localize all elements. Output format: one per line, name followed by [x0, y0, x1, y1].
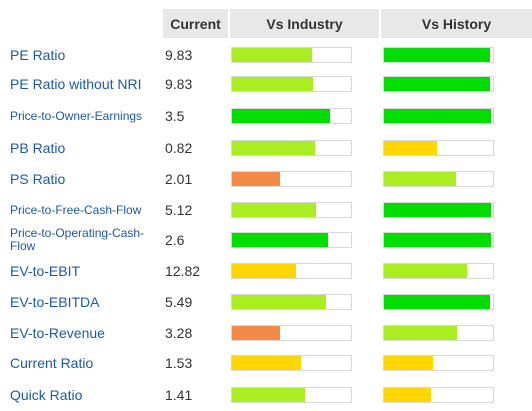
vs-history-bar-fill — [384, 264, 467, 278]
ratio-link[interactable]: EV-to-EBITDA — [10, 293, 100, 310]
table-row: PE Ratio 9.83 — [0, 40, 532, 70]
ratio-link[interactable]: PE Ratio — [10, 46, 66, 63]
vs-industry-bar — [231, 263, 352, 279]
current-value: 3.28 — [165, 325, 193, 341]
current-value: 3.5 — [165, 108, 185, 124]
vs-industry-bar — [231, 171, 352, 187]
vs-industry-bar-fill — [232, 295, 326, 309]
vs-history-bar-fill — [384, 326, 458, 340]
vs-history-bar-fill — [384, 388, 431, 402]
ratio-link[interactable]: Price-to-Owner-Earnings — [10, 108, 143, 123]
ratio-link[interactable]: PS Ratio — [10, 170, 66, 187]
vs-industry-bar-fill — [232, 77, 313, 91]
ratio-link[interactable]: EV-to-EBIT — [10, 262, 81, 279]
vs-history-bar-fill — [384, 233, 491, 247]
vs-industry-bar — [231, 202, 352, 218]
current-value: 2.6 — [165, 232, 185, 248]
header-vs-history: Vs History — [381, 9, 532, 38]
vs-history-bar — [383, 232, 494, 248]
vs-industry-bar-fill — [232, 48, 312, 62]
vs-industry-bar — [231, 387, 352, 403]
vs-industry-bar — [231, 76, 352, 92]
ratio-link[interactable]: PE Ratio without NRI — [10, 75, 142, 92]
table-row: EV-to-Revenue 3.28 — [0, 318, 532, 348]
vs-history-bar-fill — [384, 77, 490, 91]
vs-history-bar — [383, 202, 494, 218]
header-current: Current — [163, 9, 228, 38]
vs-industry-bar-fill — [232, 264, 297, 278]
vs-industry-bar — [231, 355, 352, 371]
current-value: 9.83 — [165, 76, 193, 92]
vs-history-bar — [383, 355, 494, 371]
table-row: Price-to-Owner-Earnings 3.5 — [0, 101, 532, 131]
current-value: 2.01 — [165, 171, 193, 187]
vs-industry-bar — [231, 108, 352, 124]
header-vs-industry: Vs Industry — [230, 9, 379, 38]
table-row: EV-to-EBIT 12.82 — [0, 256, 532, 286]
ratio-link[interactable]: EV-to-Revenue — [10, 324, 105, 341]
vs-history-bar-fill — [384, 141, 438, 155]
current-value: 1.53 — [165, 355, 193, 371]
vs-history-bar — [383, 263, 494, 279]
table-row: Price-to-Operating-Cash-Flow 2.6 — [0, 225, 532, 255]
vs-history-bar — [383, 47, 494, 63]
table-row: Price-to-Free-Cash-Flow 5.12 — [0, 195, 532, 225]
table-row: Quick Ratio 1.41 — [0, 380, 532, 410]
vs-industry-bar-fill — [232, 388, 305, 402]
vs-history-bar-fill — [384, 109, 491, 123]
vs-industry-bar-fill — [232, 203, 317, 217]
vs-history-bar-fill — [384, 356, 434, 370]
vs-history-bar — [383, 325, 494, 341]
vs-history-bar-fill — [384, 203, 491, 217]
table-row: PS Ratio 2.01 — [0, 164, 532, 194]
ratio-link[interactable]: Quick Ratio — [10, 386, 83, 403]
table-row: Current Ratio 1.53 — [0, 348, 532, 378]
vs-industry-bar — [231, 47, 352, 63]
current-value: 12.82 — [165, 263, 201, 279]
vs-industry-bar-fill — [232, 326, 280, 340]
vs-history-bar — [383, 387, 494, 403]
current-value: 1.41 — [165, 387, 193, 403]
vs-industry-bar — [231, 325, 352, 341]
vs-history-bar-fill — [384, 48, 490, 62]
vs-industry-bar-fill — [232, 141, 316, 155]
vs-industry-bar-fill — [232, 109, 330, 123]
current-value: 9.83 — [165, 47, 193, 63]
ratio-link[interactable]: Price-to-Operating-Cash-Flow — [10, 226, 145, 253]
ratio-link[interactable]: Current Ratio — [10, 354, 94, 371]
vs-industry-bar — [231, 294, 352, 310]
current-value: 0.82 — [165, 140, 193, 156]
ratio-link[interactable]: Price-to-Free-Cash-Flow — [10, 202, 142, 217]
current-value: 5.49 — [165, 294, 193, 310]
vs-history-bar — [383, 108, 494, 124]
vs-industry-bar-fill — [232, 233, 329, 247]
vs-industry-bar — [231, 232, 352, 248]
vs-industry-bar — [231, 140, 352, 156]
vs-industry-bar-fill — [232, 356, 302, 370]
ratio-link[interactable]: PB Ratio — [10, 139, 66, 156]
vs-industry-bar-fill — [232, 172, 280, 186]
vs-history-bar — [383, 294, 494, 310]
current-value: 5.12 — [165, 202, 193, 218]
vs-history-bar — [383, 140, 494, 156]
vs-history-bar-fill — [384, 172, 456, 186]
vs-history-bar — [383, 171, 494, 187]
table-row: PE Ratio without NRI 9.83 — [0, 69, 532, 99]
table-row: PB Ratio 0.82 — [0, 133, 532, 163]
vs-history-bar-fill — [384, 295, 490, 309]
table-row: EV-to-EBITDA 5.49 — [0, 287, 532, 317]
vs-history-bar — [383, 76, 494, 92]
